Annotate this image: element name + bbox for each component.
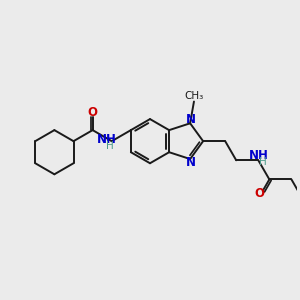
Text: NH: NH — [97, 133, 116, 146]
Text: O: O — [254, 187, 264, 200]
Text: H: H — [106, 142, 114, 152]
Text: N: N — [186, 156, 196, 170]
Text: O: O — [88, 106, 98, 119]
Text: CH₃: CH₃ — [184, 91, 204, 101]
Text: H: H — [259, 157, 267, 167]
Text: NH: NH — [248, 149, 268, 162]
Text: N: N — [186, 113, 196, 126]
